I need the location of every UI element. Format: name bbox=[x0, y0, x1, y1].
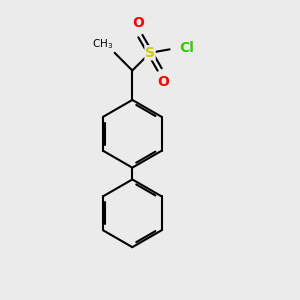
Text: O: O bbox=[132, 16, 144, 30]
Text: S: S bbox=[145, 46, 155, 60]
Text: CH$_3$: CH$_3$ bbox=[92, 38, 113, 51]
Text: Cl: Cl bbox=[179, 41, 194, 55]
Text: O: O bbox=[158, 75, 169, 89]
